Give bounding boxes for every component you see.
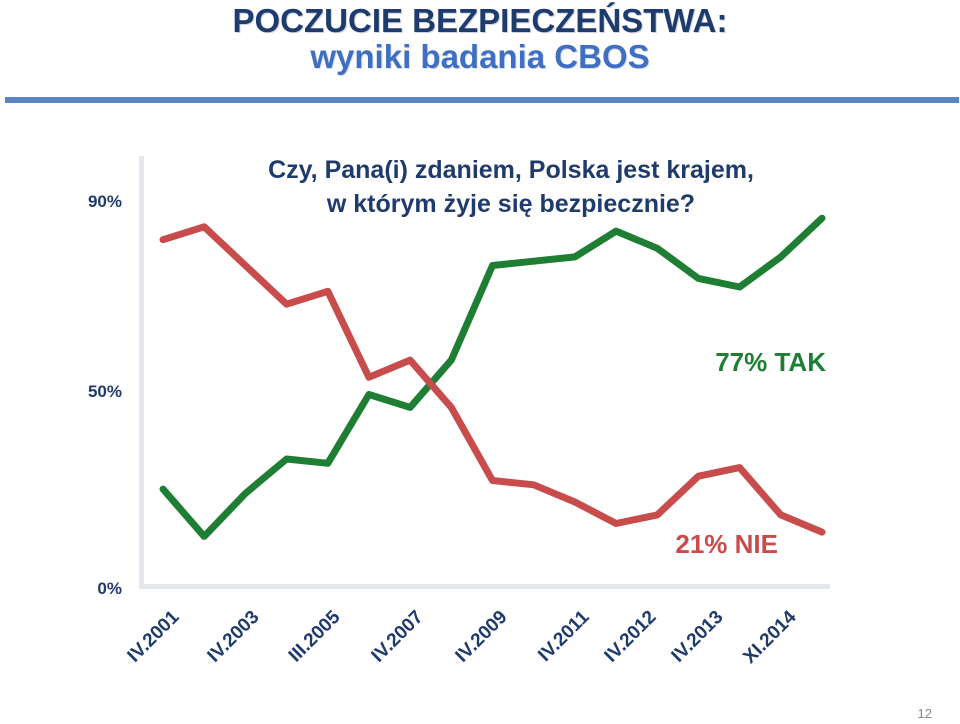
series-line-nie — [159, 223, 826, 536]
chart-title-line: w którym żyje się bezpiecznie? — [326, 190, 695, 218]
chart-title-line: Czy, Pana(i) zdaniem, Polska jest krajem… — [268, 156, 754, 184]
x-tick-label: IV.2001 — [124, 606, 184, 666]
x-tick-label: IV.2007 — [368, 607, 428, 667]
x-tick-label: XI.2014 — [739, 606, 800, 667]
y-axis-line — [139, 156, 144, 588]
x-tick-label: IV.2009 — [452, 607, 512, 667]
y-tick-label: 90% — [88, 192, 122, 211]
slide-title-line1: POCZUCIE BEZPIECZEŃSTWA: — [232, 2, 728, 39]
x-tick-label: IV.2012 — [601, 607, 661, 667]
slide-title: POCZUCIE BEZPIECZEŃSTWA: wyniki badania … — [0, 4, 960, 73]
x-tick-label: IV.2003 — [204, 607, 264, 667]
x-tick-label: IV.2011 — [534, 606, 593, 665]
series-label-tak: 77% TAK — [715, 347, 826, 377]
title-divider — [5, 97, 959, 103]
series-line-tak — [159, 214, 826, 540]
x-tick-label: IV.2013 — [668, 607, 728, 667]
page-number: 12 — [917, 706, 932, 721]
x-axis-line — [139, 584, 830, 589]
x-tick-label: III.2005 — [285, 606, 345, 666]
y-tick-label: 50% — [88, 382, 122, 401]
y-tick-label: 0% — [97, 579, 122, 598]
series-label-nie: 21% NIE — [675, 529, 778, 559]
slide-title-line2: wyniki badania CBOS — [310, 38, 650, 75]
